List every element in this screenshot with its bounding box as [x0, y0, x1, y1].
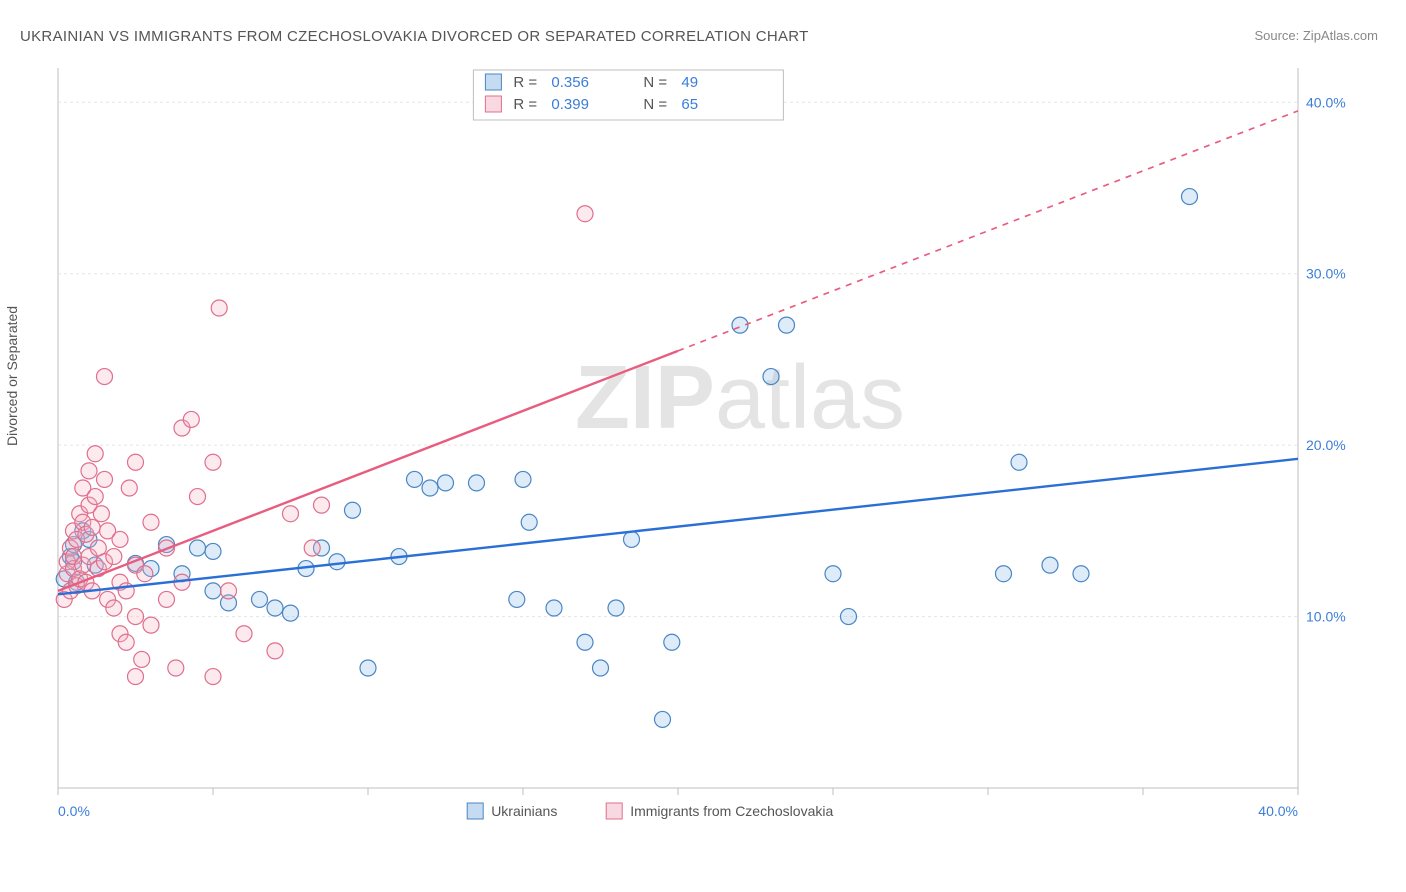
svg-text:Ukrainians: Ukrainians — [491, 803, 557, 819]
svg-text:N =: N = — [643, 74, 667, 91]
svg-text:N =: N = — [643, 96, 667, 113]
source-attribution: Source: ZipAtlas.com — [1254, 28, 1378, 43]
svg-text:R =: R = — [513, 96, 537, 113]
svg-text:10.0%: 10.0% — [1306, 609, 1346, 625]
chart-title: UKRAINIAN VS IMMIGRANTS FROM CZECHOSLOVA… — [20, 28, 809, 45]
y-axis-label: Divorced or Separated — [4, 306, 20, 446]
svg-text:40.0%: 40.0% — [1306, 94, 1346, 110]
svg-text:20.0%: 20.0% — [1306, 437, 1346, 453]
svg-text:0.399: 0.399 — [551, 96, 589, 113]
svg-text:65: 65 — [681, 96, 698, 113]
svg-text:0.356: 0.356 — [551, 74, 589, 91]
svg-text:30.0%: 30.0% — [1306, 266, 1346, 282]
svg-text:0.0%: 0.0% — [58, 803, 90, 819]
svg-text:R =: R = — [513, 74, 537, 91]
svg-text:Immigrants from Czechoslovakia: Immigrants from Czechoslovakia — [630, 803, 833, 819]
source-prefix: Source: — [1254, 28, 1302, 43]
svg-text:49: 49 — [681, 74, 698, 91]
source-link[interactable]: ZipAtlas.com — [1303, 28, 1378, 43]
svg-text:ZIPatlas: ZIPatlas — [575, 348, 905, 448]
chart-svg: ZIPatlas 0.0% 40.0% 10.0% 20.0% 30.0% 40.0% R =… — [48, 58, 1368, 838]
chart-plot-area: ZIPatlas 0.0% 40.0% 10.0% 20.0% 30.0% 40.0% R =… — [48, 58, 1368, 838]
svg-text:40.0%: 40.0% — [1258, 803, 1298, 819]
